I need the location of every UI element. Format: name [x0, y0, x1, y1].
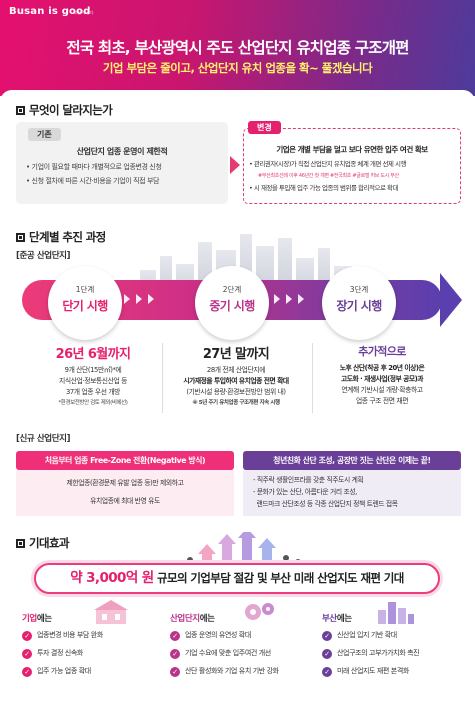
- stage-1-circle: 1단계 단기 시행: [48, 266, 122, 340]
- stage-3-circle: 3단계 장기 시행: [322, 266, 396, 340]
- divider: [162, 343, 163, 413]
- savings-amount: 약 3,000억 원: [70, 570, 154, 586]
- section-title-effects: 기대효과: [16, 535, 70, 551]
- free-zone-box: [16, 470, 234, 516]
- after-heading: 기업은 개별 부담을 덜고 보다 유연한 입주 여건 확보: [276, 145, 428, 154]
- section-title-process: 단계별 추진 과정: [16, 229, 106, 245]
- before-tag: 기존: [28, 128, 61, 141]
- youth-complex-heading: 청년친화 산단 조성, 공장만 짓는 산단은 이제는 끝!: [243, 451, 461, 470]
- expected-effect-banner: 약 3,000억 원 규모의 기업부담 절감 및 부산 미래 산업지도 재편 기…: [34, 563, 440, 594]
- after-line-1: • 관리권자(시장)가 직접 산업단지 유치업종 체계 개편 선제 시행: [249, 160, 406, 168]
- free-zone-heading: 처음부터 업종 Free-Zone 전환(Negative 방식): [16, 451, 234, 470]
- check-icon: ✓: [22, 649, 32, 659]
- check-icon: ✓: [22, 631, 32, 641]
- divider: [312, 343, 313, 413]
- youth-line-3: 랜드마크 산단조성 등 각종 산업단지 정책 트렌드 접목: [253, 500, 399, 508]
- building-icon: [94, 600, 128, 624]
- after-tag: 변경: [248, 121, 281, 134]
- after-box: [243, 128, 461, 204]
- check-icon: ✓: [22, 667, 32, 677]
- effect-column-company: 기업에는 ✓ 업종변경 비용 부담 완화 ✓ 투자 결정 신속화 ✓ 입주 가능 업종…: [22, 600, 162, 697]
- square-bullet-icon: [16, 106, 25, 115]
- chevron-right-icon: [274, 294, 280, 304]
- chevron-right-icon: [136, 294, 142, 304]
- youth-line-1: - 직주락 생활인프라를 갖춘 직주도시 계획: [253, 476, 364, 484]
- chevron-right-icon: [148, 294, 154, 304]
- page-title: 전국 최초, 부산광역시 주도 산업단지 유치업종 구조개편: [66, 39, 409, 57]
- stage-3-details: 추가적으로 노후 산단(착공 후 20년 이상)은 고도화 · 재생사업(정부 …: [339, 345, 425, 405]
- check-icon: ✓: [322, 631, 332, 641]
- chevron-right-icon: [124, 294, 130, 304]
- chevron-right-icon: [298, 294, 304, 304]
- square-bullet-icon: [16, 233, 25, 242]
- brand-logo-sub: 부산이 좋다: [74, 10, 94, 15]
- chevron-right-icon: [286, 294, 292, 304]
- check-icon: ✓: [170, 649, 180, 659]
- brand-logo: Busan is good: [9, 6, 91, 17]
- before-heading: 산업단지 업종 운영이 제한적: [76, 147, 168, 156]
- header-banner: [0, 0, 475, 96]
- stage-2-circle: 2단계 중기 시행: [195, 266, 269, 340]
- after-line-2: • 시 재정을 투입해 입주 가능 업종의 범위를 합리적으로 확대: [249, 184, 398, 192]
- stage-1-details: 26년 6월까지 9개 산단(15만㎡)*에 지식산업·정보통신산업 등 37개…: [55, 347, 131, 406]
- effect-column-busan: 부산에는 ✓ 신산업 입지 기반 확대 ✓ 산업구조의 고부가가치화 촉진 ✓ 미래 …: [322, 602, 462, 697]
- stage-2-details: 27년 말까지 28개 전체 산업단지에 시가재정을 투입하여 유치업종 전면 …: [183, 347, 289, 406]
- before-line-1: • 기업이 필요할 때마다 개별적으로 업종변경 신청: [26, 163, 162, 171]
- free-zone-line-2: 유치업종에 최대 반영 유도: [90, 497, 160, 505]
- before-line-2: • 신청 절차에 따른 시간·비용을 기업이 직접 부담: [26, 177, 160, 185]
- free-zone-line-1: 제한업종(환경문제 유발 업종 등)만 제외하고: [66, 479, 184, 487]
- arrow-right-icon: [230, 156, 240, 174]
- square-bullet-icon: [16, 539, 25, 548]
- after-hashtags: #부산최초선례 이후 46년간 첫 개편 #전국최초 #글로벌 허브 도시 부산: [258, 173, 399, 179]
- city-icon: [378, 602, 414, 624]
- page-subtitle: 기업 부담은 줄이고, 산업단지 유치 업종을 확~ 풀겠습니다: [102, 61, 373, 75]
- check-icon: ✓: [170, 667, 180, 677]
- section-title-changes: 무엇이 달라지는가: [16, 102, 113, 118]
- check-icon: ✓: [322, 667, 332, 677]
- youth-complex-box: [243, 470, 461, 516]
- youth-line-2: - 문화가 있는 산단, 아름다운 거리 조성,: [253, 488, 357, 496]
- check-icon: ✓: [322, 649, 332, 659]
- timeline-arrow-icon: [440, 273, 462, 327]
- check-icon: ✓: [170, 631, 180, 641]
- new-complex-label: [신규 산업단지]: [16, 434, 71, 444]
- existing-complex-label: [준공 산업단지]: [16, 251, 71, 261]
- effect-column-industrial-complex: 산업단지에는 ✓ 업종 운영의 유연성 확대 ✓ 기업 수요에 맞춘 입주여건 개선…: [170, 603, 310, 697]
- gears-icon: [245, 603, 274, 620]
